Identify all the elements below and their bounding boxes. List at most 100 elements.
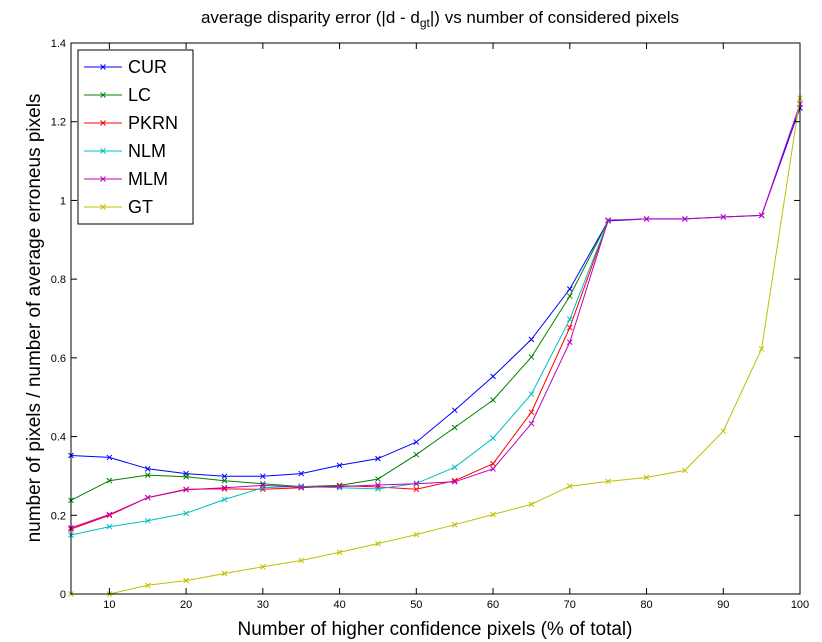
chart-title-suffix: |) vs number of considered pixels <box>430 8 679 27</box>
data-point <box>221 496 228 503</box>
y-axis-ticks: 0 0.2 0.4 0.6 0.8 1 1.2 1.4 <box>51 38 800 601</box>
data-point <box>183 577 189 584</box>
y-tick-label: 0 <box>60 589 66 601</box>
x-tick-label: 30 <box>257 599 269 611</box>
legend: CUR LC PKRN NLM MLM GT <box>77 49 194 225</box>
data-point <box>720 428 727 434</box>
data-point <box>144 517 151 524</box>
legend-marker <box>100 64 106 70</box>
axes-frame <box>70 42 801 595</box>
data-point <box>183 510 189 517</box>
data-point <box>183 473 189 480</box>
data-point <box>106 454 113 461</box>
legend-marker <box>100 204 106 210</box>
data-point <box>413 486 420 493</box>
data-point <box>528 409 535 416</box>
data-point <box>528 501 535 508</box>
x-tick-label: 90 <box>717 599 729 611</box>
data-point <box>451 521 458 528</box>
data-point <box>566 286 573 292</box>
data-point <box>298 557 305 564</box>
data-point <box>643 474 650 481</box>
x-axis-ticks: 10 20 30 40 50 60 70 80 90 100 <box>103 43 809 611</box>
legend-item-gt: GT <box>84 197 153 217</box>
data-point <box>221 484 228 491</box>
x-tick-label: 20 <box>180 599 192 611</box>
legend-label: NLM <box>128 141 166 161</box>
data-point <box>375 482 381 488</box>
data-point <box>144 472 151 478</box>
legend-marker <box>100 120 106 126</box>
data-point <box>259 563 266 570</box>
data-point <box>183 486 189 493</box>
data-point <box>451 424 458 431</box>
x-tick-label: 50 <box>410 599 422 611</box>
x-tick-label: 40 <box>333 599 345 611</box>
chart-title-main: average disparity error (|d - d <box>201 8 420 27</box>
data-point <box>413 451 420 458</box>
legend-label: PKRN <box>128 113 178 133</box>
data-point <box>528 420 535 427</box>
data-point <box>106 511 113 518</box>
y-tick-label: 1 <box>60 195 66 207</box>
y-tick-label: 0.4 <box>51 432 66 444</box>
y-tick-label: 0.8 <box>51 274 66 286</box>
data-point <box>566 293 573 299</box>
data-point <box>528 336 535 343</box>
legend-item-mlm: MLM <box>84 169 168 189</box>
data-point <box>490 465 496 472</box>
data-point <box>413 480 420 487</box>
x-tick-label: 80 <box>640 599 652 611</box>
data-point <box>106 523 113 530</box>
data-point <box>375 540 381 547</box>
legend-marker <box>100 148 106 154</box>
data-point <box>221 473 228 480</box>
data-point <box>451 464 458 471</box>
data-point <box>106 477 113 484</box>
x-tick-label: 60 <box>487 599 499 611</box>
legend-item-pkrn: PKRN <box>84 113 178 133</box>
data-point <box>643 216 650 222</box>
data-point <box>720 214 727 220</box>
data-point <box>336 462 343 469</box>
legend-item-cur: CUR <box>84 57 167 77</box>
data-point <box>413 531 420 538</box>
data-point <box>336 483 343 490</box>
data-point <box>566 324 573 331</box>
data-point <box>528 354 535 360</box>
legend-marker <box>100 92 106 98</box>
data-point <box>259 473 266 480</box>
data-point <box>221 570 228 577</box>
data-point <box>490 511 496 518</box>
data-point <box>259 484 266 491</box>
data-point <box>682 467 688 474</box>
y-axis-label: number of pixels / number of average err… <box>24 94 45 543</box>
data-point <box>490 460 496 467</box>
legend-item-lc: LC <box>84 85 151 105</box>
legend-label: MLM <box>128 169 168 189</box>
legend-item-nlm: NLM <box>84 141 166 161</box>
x-tick-label: 100 <box>791 599 809 611</box>
y-tick-label: 1.4 <box>51 38 66 50</box>
series-line-mlm <box>70 103 801 529</box>
data-point <box>144 494 151 501</box>
data-point <box>221 477 228 484</box>
data-point <box>490 435 496 441</box>
data-point <box>144 465 151 472</box>
y-tick-label: 0.2 <box>51 510 66 522</box>
data-point <box>375 455 381 462</box>
data-point <box>451 478 458 485</box>
data-point <box>451 407 458 414</box>
axes-layer <box>70 42 801 595</box>
chart-title: average disparity error (|d - dgt|) vs n… <box>201 8 679 30</box>
data-point <box>605 217 612 223</box>
y-tick-label: 0.6 <box>51 353 66 365</box>
series-line-gt <box>71 98 801 595</box>
data-point <box>566 483 573 490</box>
x-axis-label: Number of higher confidence pixels (% of… <box>238 619 633 640</box>
data-point <box>605 478 612 485</box>
data-point <box>566 316 573 323</box>
x-tick-label: 10 <box>103 599 115 611</box>
data-point <box>413 439 420 445</box>
